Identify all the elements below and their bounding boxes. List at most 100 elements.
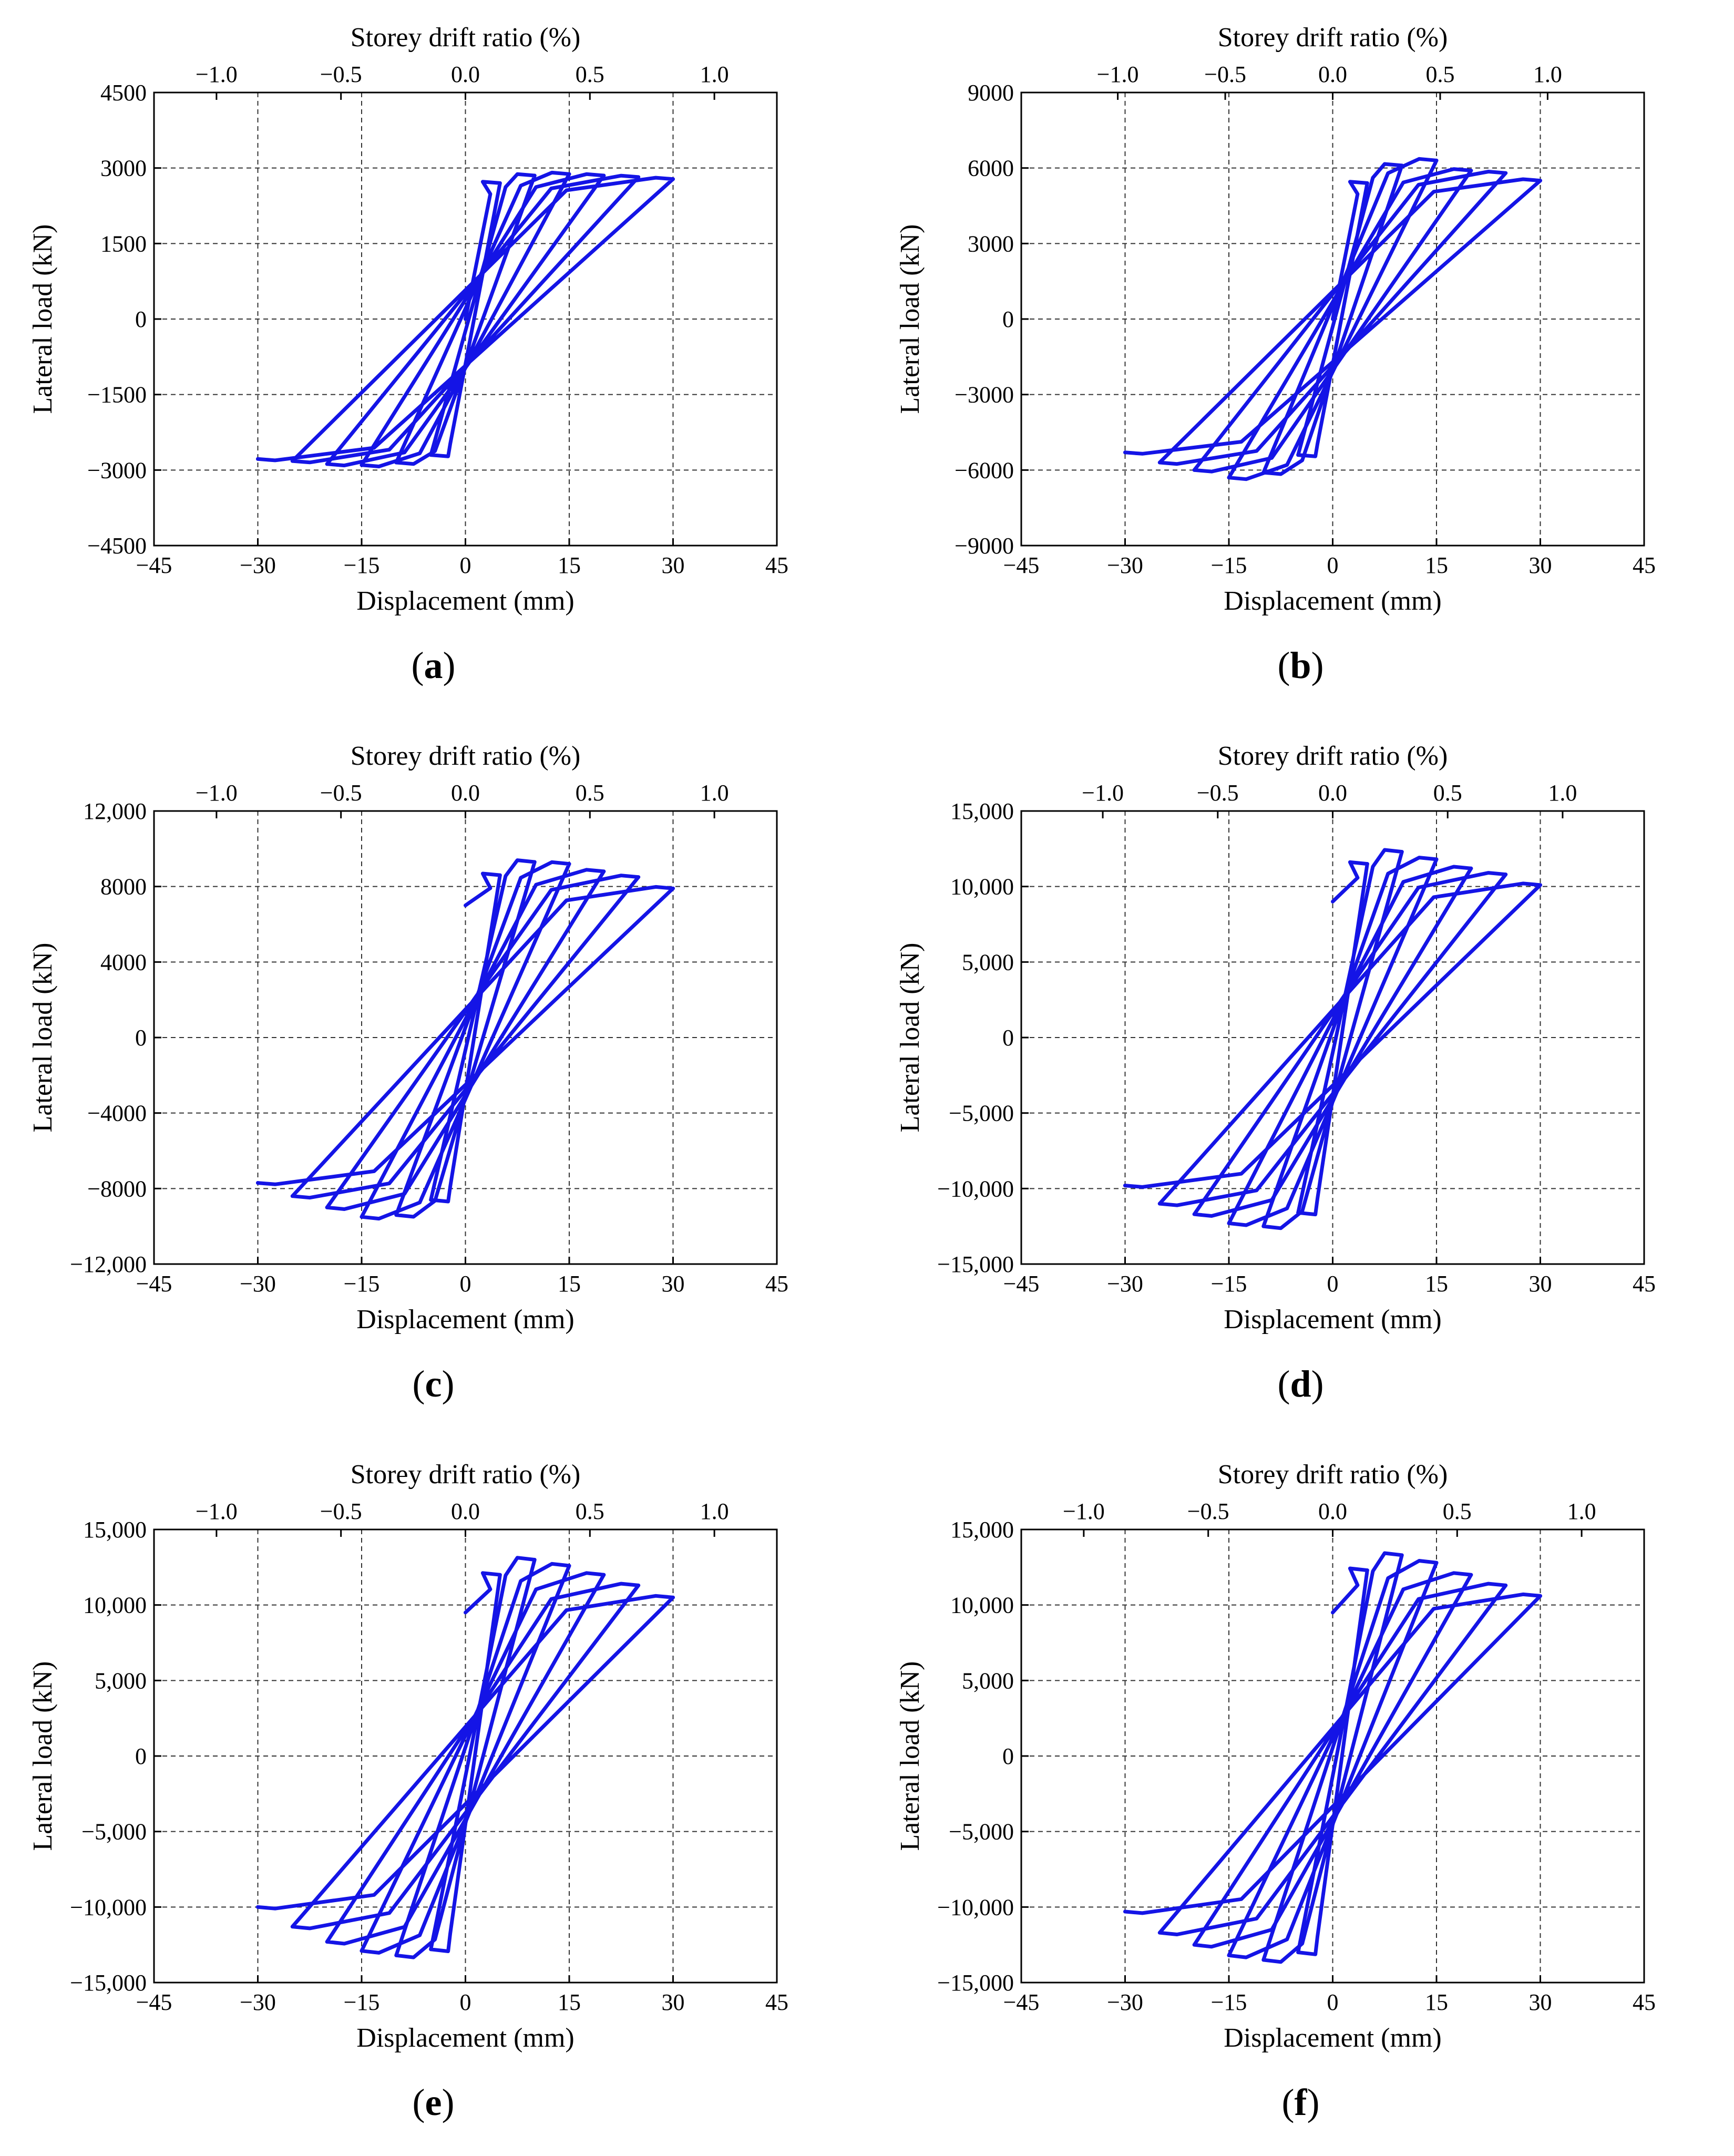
- y-tick-label: 6000: [968, 156, 1014, 181]
- x-tick-label: 15: [558, 1271, 581, 1297]
- y-tick-label: 10,000: [950, 874, 1014, 900]
- x-tick-label: 30: [1529, 1989, 1552, 2015]
- peak-point: [256, 1181, 260, 1185]
- caption-f: (f): [1281, 2081, 1320, 2123]
- x-axis-title: Displacement (mm): [356, 586, 574, 616]
- y-tick-label: −12,000: [70, 1251, 147, 1277]
- caption-b: (b): [1277, 644, 1324, 686]
- y-axis-title: Lateral load (kN): [895, 1661, 925, 1851]
- peak-point: [429, 1947, 433, 1952]
- x-tick-label: 15: [558, 1989, 581, 2015]
- y-axis-title: Lateral load (kN): [28, 1661, 58, 1851]
- top-tick-label: 0.0: [451, 1498, 480, 1524]
- peak-point: [1123, 1184, 1127, 1188]
- y-tick-label: −6000: [955, 457, 1014, 483]
- top-tick-label: 1.0: [700, 61, 729, 87]
- peak-point: [1400, 1553, 1404, 1557]
- y-tick-label: 4500: [100, 80, 147, 106]
- x-tick-label: −45: [136, 1271, 172, 1297]
- peak-point: [637, 175, 641, 179]
- x-tick-label: 45: [765, 1271, 788, 1297]
- peak-point: [1469, 866, 1473, 870]
- chart-a: −45 −30 −15 0 15 30 45 −4500 −3000 −1500 0 1500 3000…: [28, 23, 788, 616]
- peak-point: [532, 860, 537, 864]
- peak-point: [498, 873, 502, 877]
- peak-point: [567, 862, 571, 866]
- x-tick-label: 45: [765, 1989, 788, 2015]
- y-tick-label: −10,000: [70, 1894, 147, 1920]
- y-tick-label: 0: [1002, 1743, 1014, 1769]
- top-axis-title: Storey drift ratio (%): [351, 23, 581, 53]
- peak-point: [567, 172, 571, 176]
- peak-point: [1469, 1573, 1473, 1577]
- y-tick-label: 8000: [100, 874, 147, 900]
- peak-point: [1261, 470, 1266, 475]
- top-tick-label: 0.0: [451, 780, 480, 806]
- y-axis-title: Lateral load (kN): [895, 224, 925, 414]
- peak-point: [1296, 1950, 1300, 1955]
- top-tick-label: 0.0: [1318, 780, 1347, 806]
- x-tick-label: 0: [460, 1271, 471, 1297]
- y-tick-label: 0: [135, 1025, 147, 1051]
- top-tick-label: −1.0: [1063, 1498, 1105, 1524]
- peak-point: [360, 1215, 364, 1219]
- y-tick-label: −5,000: [949, 1101, 1014, 1126]
- y-axis-title: Lateral load (kN): [28, 943, 58, 1133]
- x-axis-title: Displacement (mm): [356, 1305, 574, 1334]
- top-tick-label: 0.5: [1425, 61, 1454, 87]
- peak-point: [1538, 883, 1542, 887]
- top-tick-label: −1.0: [196, 1498, 238, 1524]
- caption-d: (d): [1277, 1363, 1324, 1405]
- x-tick-label: −15: [1211, 552, 1247, 578]
- peak-point: [602, 1573, 606, 1577]
- peak-point: [637, 1583, 641, 1587]
- peak-point: [1434, 158, 1439, 162]
- peak-point: [256, 1905, 260, 1909]
- top-tick-label: −1.0: [196, 780, 238, 806]
- peak-point: [1434, 1560, 1439, 1565]
- peak-point: [637, 875, 641, 879]
- chart-panel-c: −45 −30 −15 0 15 30 45 −12,000 −8000 −4000 0 4000 80…: [0, 718, 867, 1437]
- y-tick-label: 15,000: [83, 1517, 147, 1543]
- top-tick-label: 0.5: [576, 780, 604, 806]
- x-tick-label: −30: [1107, 552, 1143, 578]
- peak-point: [325, 462, 329, 466]
- x-tick-label: 30: [1529, 1271, 1552, 1297]
- peak-point: [498, 1573, 502, 1577]
- top-axis-title: Storey drift ratio (%): [1218, 741, 1448, 771]
- peak-point: [602, 173, 606, 178]
- chart-f: −45 −30 −15 0 15 30 45 −15,000 −10,000 −5,000 0 5,0…: [895, 1460, 1656, 2053]
- peak-point: [1192, 468, 1196, 472]
- peak-point: [290, 459, 294, 463]
- top-tick-label: 0.5: [1443, 1498, 1472, 1524]
- peak-point: [256, 457, 260, 461]
- x-tick-label: −45: [136, 1989, 172, 2015]
- y-tick-label: 3000: [100, 156, 147, 181]
- peak-point: [394, 1953, 398, 1957]
- x-tick-label: −45: [1003, 552, 1040, 578]
- y-tick-label: 0: [135, 1743, 147, 1769]
- chart-panel-d: −45 −30 −15 0 15 30 45 −15,000 −10,000 −5,000 0 5,0…: [867, 718, 1734, 1437]
- caption-a: (a): [411, 644, 456, 686]
- peak-point: [429, 453, 433, 457]
- y-tick-label: −3000: [955, 382, 1014, 408]
- y-tick-label: −3000: [87, 457, 147, 483]
- caption-e: (e): [412, 2081, 455, 2123]
- x-tick-label: −45: [136, 552, 172, 578]
- top-tick-label: 0.5: [576, 61, 604, 87]
- y-tick-label: 0: [1002, 306, 1014, 332]
- x-tick-label: −45: [1003, 1989, 1040, 2015]
- top-tick-label: 0.0: [451, 61, 480, 87]
- chart-e: −45 −30 −15 0 15 30 45 −15,000 −10,000 −5,000 0 5,0…: [28, 1460, 788, 2053]
- peak-point: [325, 1939, 329, 1944]
- y-axis-title: Lateral load (kN): [895, 943, 925, 1133]
- peak-point: [567, 1564, 571, 1568]
- x-tick-label: −15: [344, 552, 380, 578]
- x-tick-label: 30: [662, 1271, 685, 1297]
- y-tick-label: 10,000: [950, 1593, 1014, 1618]
- y-tick-label: 5,000: [962, 1668, 1014, 1693]
- y-tick-label: 5,000: [962, 949, 1014, 975]
- peak-point: [1157, 1202, 1162, 1206]
- x-tick-label: −15: [344, 1989, 380, 2015]
- y-tick-label: −15,000: [937, 1251, 1014, 1277]
